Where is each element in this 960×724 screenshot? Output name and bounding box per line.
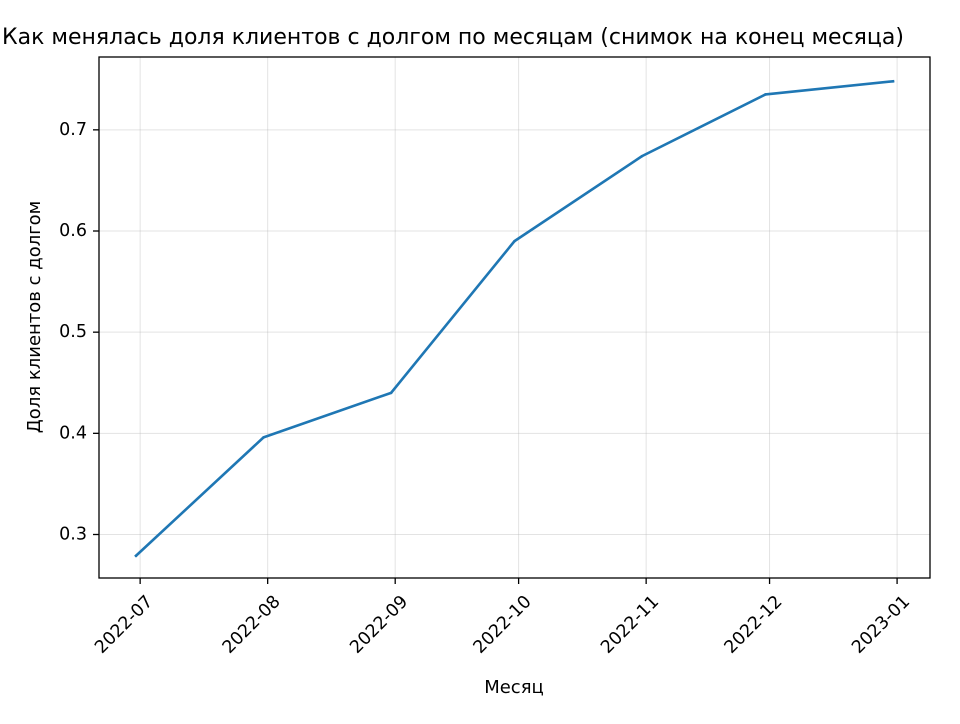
chart-title: Как менялась доля клиентов с долгом по м… xyxy=(2,25,904,50)
y-tick-label: 0.5 xyxy=(59,322,87,342)
x-tick-label: 2022-07 xyxy=(91,592,157,658)
data-point xyxy=(134,554,138,558)
axes xyxy=(98,56,931,579)
plot-frame xyxy=(98,56,931,579)
data-point xyxy=(262,436,265,439)
y-tick-label: 0.3 xyxy=(59,524,87,544)
y-tick-label: 0.7 xyxy=(59,120,87,140)
grid xyxy=(99,57,930,578)
data-point xyxy=(513,239,516,243)
data-point xyxy=(891,79,895,83)
x-tick-label: 2023-01 xyxy=(848,592,914,658)
x-tick-label: 2022-11 xyxy=(597,592,663,658)
data-point xyxy=(764,93,767,96)
x-tick-label: 2022-12 xyxy=(721,592,787,658)
ticks: 2022-07 2022-08 2022-09 2022-10 2022-11 2022-… xyxy=(59,120,914,658)
x-tick-label: 2022-10 xyxy=(470,592,536,658)
series-layer xyxy=(134,79,895,558)
data-point xyxy=(640,154,644,158)
data-point xyxy=(389,391,393,395)
y-tick-label: 0.6 xyxy=(59,221,87,241)
x-tick-label: 2022-09 xyxy=(346,592,412,658)
y-axis-label: Доля клиентов с долгом xyxy=(24,201,45,434)
series-line xyxy=(134,79,895,558)
x-tick-label: 2022-08 xyxy=(219,592,285,658)
x-axis-label: Месяц xyxy=(484,677,544,698)
y-tick-label: 0.4 xyxy=(59,423,87,443)
